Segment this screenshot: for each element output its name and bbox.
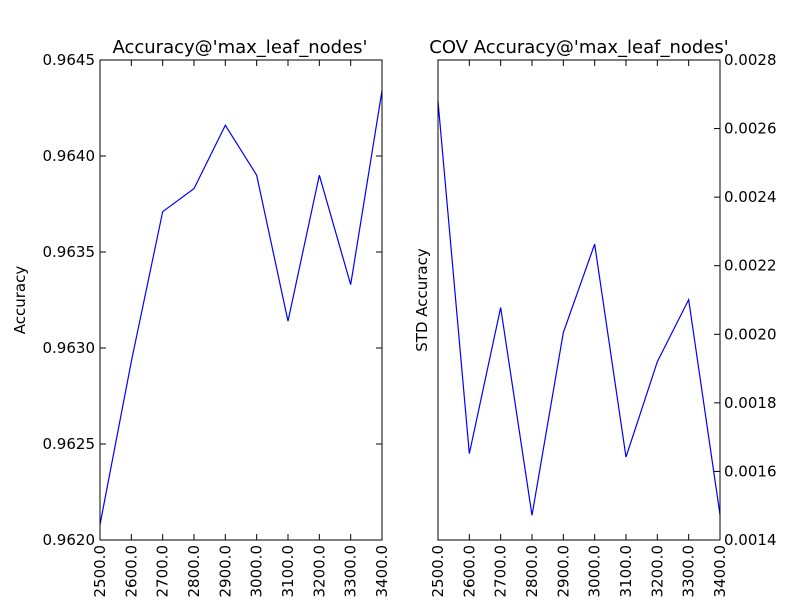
accuracy-chart: Accuracy@'max_leaf_nodes' Accuracy 0.962… bbox=[11, 37, 391, 598]
x-tick-label: 2900.0 bbox=[554, 545, 572, 598]
y-tick-label: 0.0028 bbox=[724, 51, 777, 69]
x-tick-label: 3200.0 bbox=[648, 545, 666, 598]
x-tick-label: 2700.0 bbox=[492, 545, 510, 598]
cov-accuracy-chart: COV Accuracy@'max_leaf_nodes' STD Accura… bbox=[413, 37, 777, 598]
x-tick-label: 3400.0 bbox=[711, 545, 729, 598]
y-tick-label: 0.0022 bbox=[724, 257, 777, 275]
tick-layer: 0.0014 0.0016 0.0018 0.0020 0.0022 0.0024 0.00… bbox=[429, 51, 777, 598]
y-tick-label: 0.0026 bbox=[724, 120, 777, 138]
x-tick-label: 3200.0 bbox=[310, 545, 328, 598]
y-tick-label: 0.9630 bbox=[43, 339, 96, 357]
x-tick-label: 2800.0 bbox=[185, 545, 203, 598]
x-tick-label: 3000.0 bbox=[586, 545, 604, 598]
y-tick-label: 0.0018 bbox=[724, 394, 777, 412]
y-tick-label: 0.9640 bbox=[43, 147, 96, 165]
x-tick-label: 3300.0 bbox=[680, 545, 698, 598]
plot-frame bbox=[99, 59, 383, 541]
x-tick-label: 2500.0 bbox=[429, 545, 447, 598]
x-tick-label: 3300.0 bbox=[342, 545, 360, 598]
x-tick-label: 2500.0 bbox=[91, 545, 109, 598]
y-tick-label: 0.0014 bbox=[724, 531, 777, 549]
x-tick-label: 2900.0 bbox=[216, 545, 234, 598]
x-tick-label: 2800.0 bbox=[523, 545, 541, 598]
y-tick-label: 0.9625 bbox=[43, 435, 96, 453]
y-tick-label: 0.9620 bbox=[43, 531, 96, 549]
tick-layer: 0.9620 0.9625 0.9630 0.9635 0.9640 0.9645 2500… bbox=[43, 51, 392, 598]
x-tick-label: 2600.0 bbox=[122, 545, 140, 598]
y-tick-label: 0.9635 bbox=[43, 243, 96, 261]
chart-title: COV Accuracy@'max_leaf_nodes' bbox=[429, 37, 729, 58]
y-axis-label: STD Accuracy bbox=[413, 248, 431, 352]
series-line bbox=[437, 101, 721, 516]
y-tick-label: 0.0020 bbox=[724, 325, 777, 343]
x-tick-label: 2600.0 bbox=[460, 545, 478, 598]
y-tick-label: 0.0024 bbox=[724, 188, 777, 206]
series-line bbox=[99, 90, 383, 525]
chart-title: Accuracy@'max_leaf_nodes' bbox=[112, 37, 367, 58]
x-tick-label: 3400.0 bbox=[373, 545, 391, 598]
x-tick-label: 3100.0 bbox=[279, 545, 297, 598]
plot-layer bbox=[99, 90, 383, 525]
y-tick-label: 0.0016 bbox=[724, 462, 777, 480]
x-tick-label: 3000.0 bbox=[248, 545, 266, 598]
plot-frame bbox=[437, 59, 721, 541]
x-tick-label: 2700.0 bbox=[154, 545, 172, 598]
y-axis-label: Accuracy bbox=[11, 266, 29, 335]
y-tick-label: 0.9645 bbox=[43, 51, 96, 69]
plot-layer bbox=[437, 101, 721, 516]
x-tick-label: 3100.0 bbox=[617, 545, 635, 598]
